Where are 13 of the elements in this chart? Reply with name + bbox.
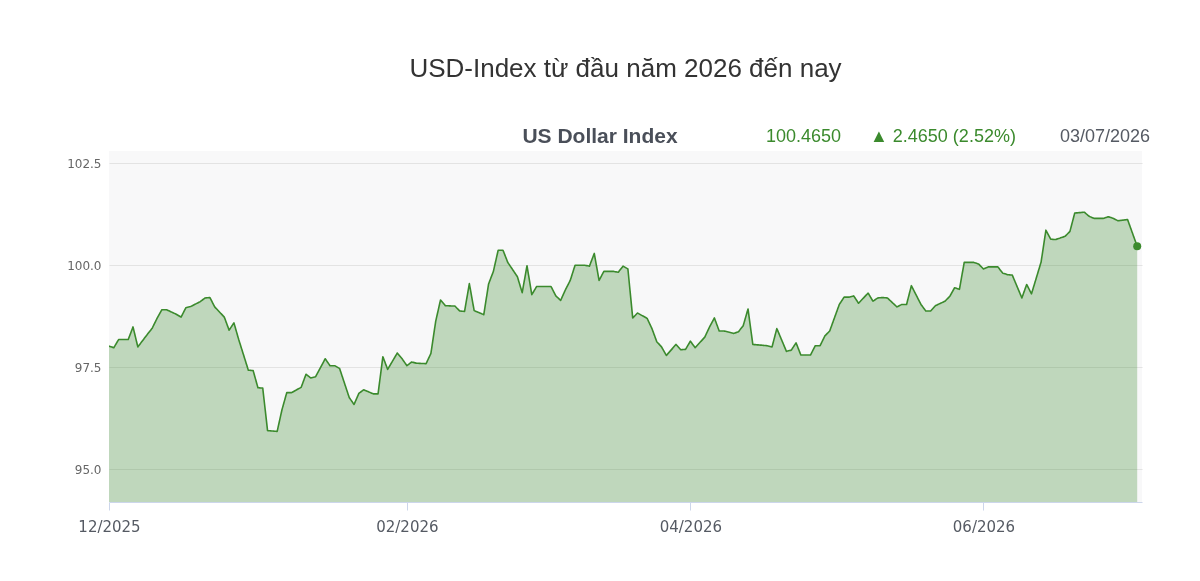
y-tick-label: 95.0: [74, 462, 102, 477]
x-tick-label: 06/2026: [952, 517, 1016, 536]
text: 03/07/2026: [1059, 126, 1150, 146]
y-tick-label: 102.5: [67, 156, 102, 171]
text: 100.4650: [766, 126, 842, 146]
text: ▲ 2.4650 (2.52%): [870, 126, 1016, 146]
y-tick-label: 97.5: [74, 360, 102, 375]
chart-subtitle: US Dollar Index: [522, 124, 678, 147]
chart-title: USD-Index từ đầu năm 2026 đến nay: [409, 53, 842, 83]
y-tick-label: 100.0: [67, 258, 102, 273]
x-tick-label: 02/2026: [376, 517, 439, 536]
x-tick-label: 12/2025: [78, 517, 141, 536]
x-tick-label: 04/2026: [659, 517, 723, 536]
